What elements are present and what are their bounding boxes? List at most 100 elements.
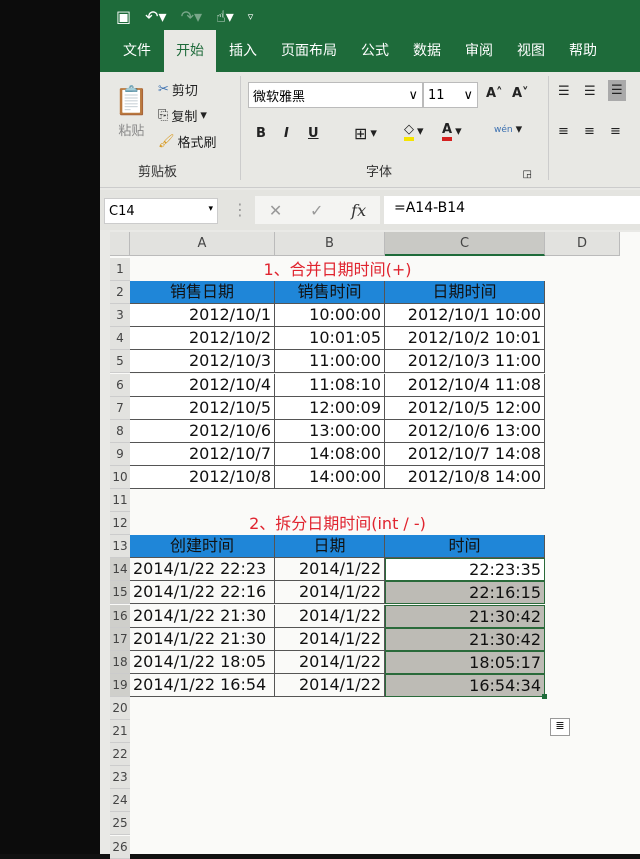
row-header-21[interactable]: 21	[110, 720, 130, 744]
header-cell[interactable]: 销售日期	[130, 281, 275, 305]
tab-8[interactable]: 帮助	[569, 43, 597, 59]
row-header-26[interactable]: 26	[110, 835, 130, 859]
header-cell[interactable]: 日期	[275, 535, 385, 559]
font-dialog-launcher-icon[interactable]: ◲	[522, 169, 532, 180]
shrink-font-button[interactable]: A˅	[512, 86, 529, 101]
data-cell[interactable]: 2012/10/2	[130, 327, 275, 351]
data-cell[interactable]: 2014/1/22 22:23	[130, 558, 275, 582]
row-header-24[interactable]: 24	[110, 789, 130, 813]
select-all-corner[interactable]	[110, 232, 130, 256]
data-cell[interactable]: 14:08:00	[275, 442, 385, 466]
data-cell[interactable]: 2014/1/22	[275, 627, 385, 651]
tab-6[interactable]: 审阅	[465, 43, 493, 59]
tab-3[interactable]: 页面布局	[281, 43, 337, 59]
row-header-7[interactable]: 7	[110, 396, 130, 420]
data-cell[interactable]: 12:00:09	[275, 396, 385, 420]
data-cell[interactable]: 2012/10/3 11:00	[385, 350, 545, 374]
row-header-9[interactable]: 9	[110, 442, 130, 466]
font-color-button[interactable]: A ▾	[442, 122, 462, 141]
data-cell[interactable]: 2012/10/3	[130, 350, 275, 374]
data-cell[interactable]: 2014/1/22	[275, 558, 385, 582]
grow-font-button[interactable]: A˄	[486, 86, 503, 101]
row-header-11[interactable]: 11	[110, 489, 130, 513]
data-cell[interactable]: 2014/1/22 16:54	[130, 673, 275, 697]
align-middle-button[interactable]: ☰	[584, 84, 596, 99]
row-header-25[interactable]: 25	[110, 812, 130, 836]
row-header-12[interactable]: 12	[110, 512, 130, 536]
data-cell[interactable]: 2012/10/8	[130, 465, 275, 489]
row-header-16[interactable]: 16	[110, 604, 130, 628]
cancel-icon[interactable]: ✕	[268, 200, 283, 220]
tab-4[interactable]: 公式	[361, 43, 389, 59]
row-header-20[interactable]: 20	[110, 696, 130, 720]
tab-0[interactable]: 文件	[123, 43, 151, 59]
fill-handle[interactable]	[542, 693, 547, 699]
save-icon[interactable]: ▣	[116, 6, 132, 26]
border-button[interactable]: ⊞ ▾	[354, 124, 377, 143]
data-cell[interactable]: 2014/1/22 21:30	[130, 604, 275, 628]
data-cell[interactable]: 2012/10/1	[130, 304, 275, 328]
cut-button[interactable]: ✂ 剪切	[158, 80, 198, 99]
row-header-14[interactable]: 14	[110, 558, 130, 582]
data-cell[interactable]: 16:54:34	[385, 673, 545, 697]
data-cell[interactable]: 11:08:10	[275, 373, 385, 397]
data-cell[interactable]: 2012/10/6	[130, 419, 275, 443]
row-header-1[interactable]: 1	[110, 258, 130, 282]
data-cell[interactable]: 2014/1/22	[275, 581, 385, 605]
data-cell[interactable]: 11:00:00	[275, 350, 385, 374]
data-cell[interactable]: 2012/10/4 11:08	[385, 373, 545, 397]
data-cell[interactable]: 2014/1/22 21:30	[130, 627, 275, 651]
bold-button[interactable]: B	[256, 126, 266, 141]
data-cell[interactable]: 21:30:42	[385, 604, 545, 628]
data-cell[interactable]: 14:00:00	[275, 465, 385, 489]
data-cell[interactable]: 21:30:42	[385, 627, 545, 651]
header-cell[interactable]: 日期时间	[385, 281, 545, 305]
copy-button[interactable]: ⎘ 复制 ▾	[158, 108, 207, 125]
insert-function-button[interactable]: fx	[351, 200, 367, 220]
row-header-13[interactable]: 13	[110, 535, 130, 559]
data-cell[interactable]: 2014/1/22	[275, 673, 385, 697]
row-header-17[interactable]: 17	[110, 627, 130, 651]
row-header-8[interactable]: 8	[110, 419, 130, 443]
column-header-A[interactable]: A	[130, 232, 275, 256]
row-header-23[interactable]: 23	[110, 766, 130, 790]
row-header-18[interactable]: 18	[110, 650, 130, 674]
italic-button[interactable]: I	[284, 126, 289, 141]
enter-icon[interactable]: ✓	[310, 200, 324, 220]
data-cell[interactable]: 13:00:00	[275, 419, 385, 443]
data-cell[interactable]: 22:16:15	[385, 581, 545, 605]
data-cell[interactable]: 2014/1/22 18:05	[130, 650, 275, 674]
tab-7[interactable]: 视图	[517, 43, 545, 59]
row-header-22[interactable]: 22	[110, 743, 130, 767]
data-cell[interactable]: 22:23:35	[385, 558, 545, 582]
header-cell[interactable]: 创建时间	[130, 535, 275, 559]
underline-button[interactable]: U	[308, 126, 319, 141]
row-header-10[interactable]: 10	[110, 465, 130, 489]
format-painter-button[interactable]: 🖌 格式刷	[158, 132, 217, 151]
header-cell[interactable]: 时间	[385, 535, 545, 559]
data-cell[interactable]: 2012/10/8 14:00	[385, 465, 545, 489]
phonetic-button[interactable]: wén ▾	[494, 122, 523, 137]
row-header-4[interactable]: 4	[110, 327, 130, 351]
font-name-select[interactable]: 微软雅黑 ∨	[248, 82, 423, 108]
row-header-19[interactable]: 19	[110, 673, 130, 697]
data-cell[interactable]: 2012/10/1 10:00	[385, 304, 545, 328]
align-right-button[interactable]: ≡	[610, 124, 621, 139]
align-top-button[interactable]: ☰	[558, 84, 570, 99]
data-cell[interactable]: 2012/10/5	[130, 396, 275, 420]
row-header-6[interactable]: 6	[110, 373, 130, 397]
align-left-button[interactable]: ≡	[558, 124, 569, 139]
column-header-C[interactable]: C	[385, 232, 545, 256]
data-cell[interactable]: 2014/1/22	[275, 604, 385, 628]
quick-analysis-icon[interactable]: ≣	[550, 718, 570, 736]
row-header-2[interactable]: 2	[110, 281, 130, 305]
undo-icon[interactable]: ↶▾	[145, 6, 167, 26]
row-header-15[interactable]: 15	[110, 581, 130, 605]
data-cell[interactable]: 2014/1/22	[275, 650, 385, 674]
name-box[interactable]: C14 ▾	[104, 198, 218, 224]
row-header-5[interactable]: 5	[110, 350, 130, 374]
data-cell[interactable]: 2012/10/4	[130, 373, 275, 397]
formula-input[interactable]: =A14-B14	[384, 196, 640, 224]
customize-icon[interactable]: ▿	[247, 9, 254, 23]
data-cell[interactable]: 2012/10/6 13:00	[385, 419, 545, 443]
